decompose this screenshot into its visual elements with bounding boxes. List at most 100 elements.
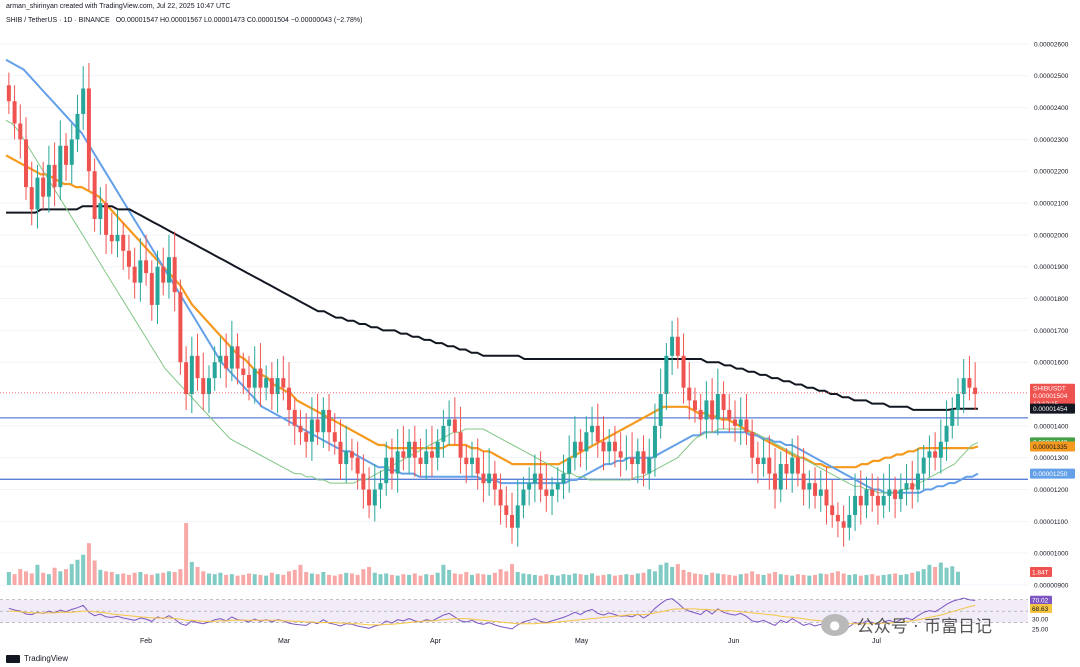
volume-bar (721, 574, 726, 585)
volume-bar (692, 573, 697, 585)
candle (784, 464, 789, 474)
tradingview-logo[interactable]: TradingView (6, 654, 68, 663)
volume-bar (864, 574, 869, 585)
y-tick-label: 0.00001400 (1034, 423, 1069, 430)
symbol-title[interactable]: SHIB / TetherUS · 1D · BINANCE (6, 17, 110, 24)
volume-bar (372, 572, 377, 585)
volume-bar (784, 574, 789, 585)
volume-bar (298, 564, 303, 585)
candle (224, 355, 229, 369)
candle (904, 483, 909, 490)
candle (315, 419, 320, 433)
candle (332, 432, 337, 442)
candle (675, 336, 680, 356)
candle (287, 387, 292, 410)
volume-bar (801, 574, 806, 585)
candle (830, 505, 835, 515)
candle (104, 203, 109, 235)
volume-bar (287, 571, 292, 585)
candle (195, 355, 200, 379)
candle (321, 409, 326, 433)
candle (452, 419, 457, 433)
x-tick-label: Feb (140, 638, 152, 645)
volume-bar (201, 571, 206, 585)
volume-bar (264, 575, 269, 585)
candle (870, 489, 875, 496)
volume-bar (704, 574, 709, 585)
candle (458, 432, 463, 458)
y-tick-label: 0.00001000 (1034, 551, 1069, 558)
candle (881, 495, 886, 506)
candle (893, 489, 898, 500)
volume-bar (652, 571, 657, 585)
candle (933, 451, 938, 458)
candle (773, 473, 778, 490)
volume-bar (424, 574, 429, 585)
candle (938, 441, 943, 458)
candle (92, 171, 97, 219)
candle (864, 489, 869, 506)
volume-bar (412, 573, 417, 585)
candle (915, 473, 920, 490)
volume-bar (710, 572, 715, 585)
candle (64, 145, 69, 165)
volume-bar (464, 572, 469, 585)
ma200-label: 0.00001454 (1033, 406, 1068, 413)
volume-bar (687, 572, 692, 585)
price-labels: SHIBUSDT0.0000150413:12:150.000014540.00… (0, 383, 1075, 633)
candle (18, 123, 23, 140)
volume-bar (727, 574, 732, 585)
candle (767, 457, 772, 474)
rsi-a-bg (1030, 595, 1052, 605)
horizontal-levels (0, 417, 1028, 480)
volume-bar (309, 573, 314, 585)
candle (504, 505, 509, 515)
volume-bar (681, 569, 686, 585)
volume-bar (858, 575, 863, 585)
volume-bar (441, 564, 446, 585)
candle (126, 250, 131, 267)
volume-bar (538, 575, 543, 585)
y-tick-label: 0.00002600 (1034, 41, 1069, 48)
candle (46, 164, 51, 197)
y-tick-label: 0.00002400 (1034, 105, 1069, 112)
candle (292, 409, 297, 426)
volume-bar (732, 575, 738, 585)
candle (264, 378, 269, 388)
volume-bar (64, 569, 69, 585)
volume-bar (755, 574, 760, 585)
volume-bar (938, 562, 943, 585)
candle (172, 257, 177, 293)
volume-bar (75, 559, 80, 585)
candle (921, 457, 926, 474)
volume-bar (635, 573, 640, 585)
candle (744, 419, 749, 433)
volume-bar (881, 574, 886, 585)
candle (138, 260, 143, 283)
candle (841, 521, 846, 528)
volume-bar (572, 573, 577, 585)
volume-bar (258, 574, 263, 585)
candle (469, 457, 474, 465)
volume-bar (418, 575, 423, 585)
volume-bar (744, 573, 749, 585)
volume-bar (206, 573, 211, 585)
chart-symbol-line: SHIB / TetherUS · 1D · BINANCE O0.000015… (6, 17, 362, 24)
candle (853, 495, 858, 515)
candle (6, 85, 11, 102)
candle (750, 432, 755, 458)
time-axis: Feb Mar Apr May Jun Jul (140, 638, 881, 645)
volume-bar (515, 572, 520, 585)
candle (590, 425, 595, 433)
candle (887, 489, 892, 496)
volume-bar (121, 573, 126, 585)
candle (664, 355, 669, 395)
volume-bar (332, 575, 337, 585)
volume-bar (527, 574, 532, 585)
y-tick-label: 0.00001900 (1034, 264, 1069, 271)
candle (161, 266, 166, 283)
volume-bar (109, 572, 114, 585)
candle (395, 451, 400, 474)
volume-bar (178, 569, 183, 585)
